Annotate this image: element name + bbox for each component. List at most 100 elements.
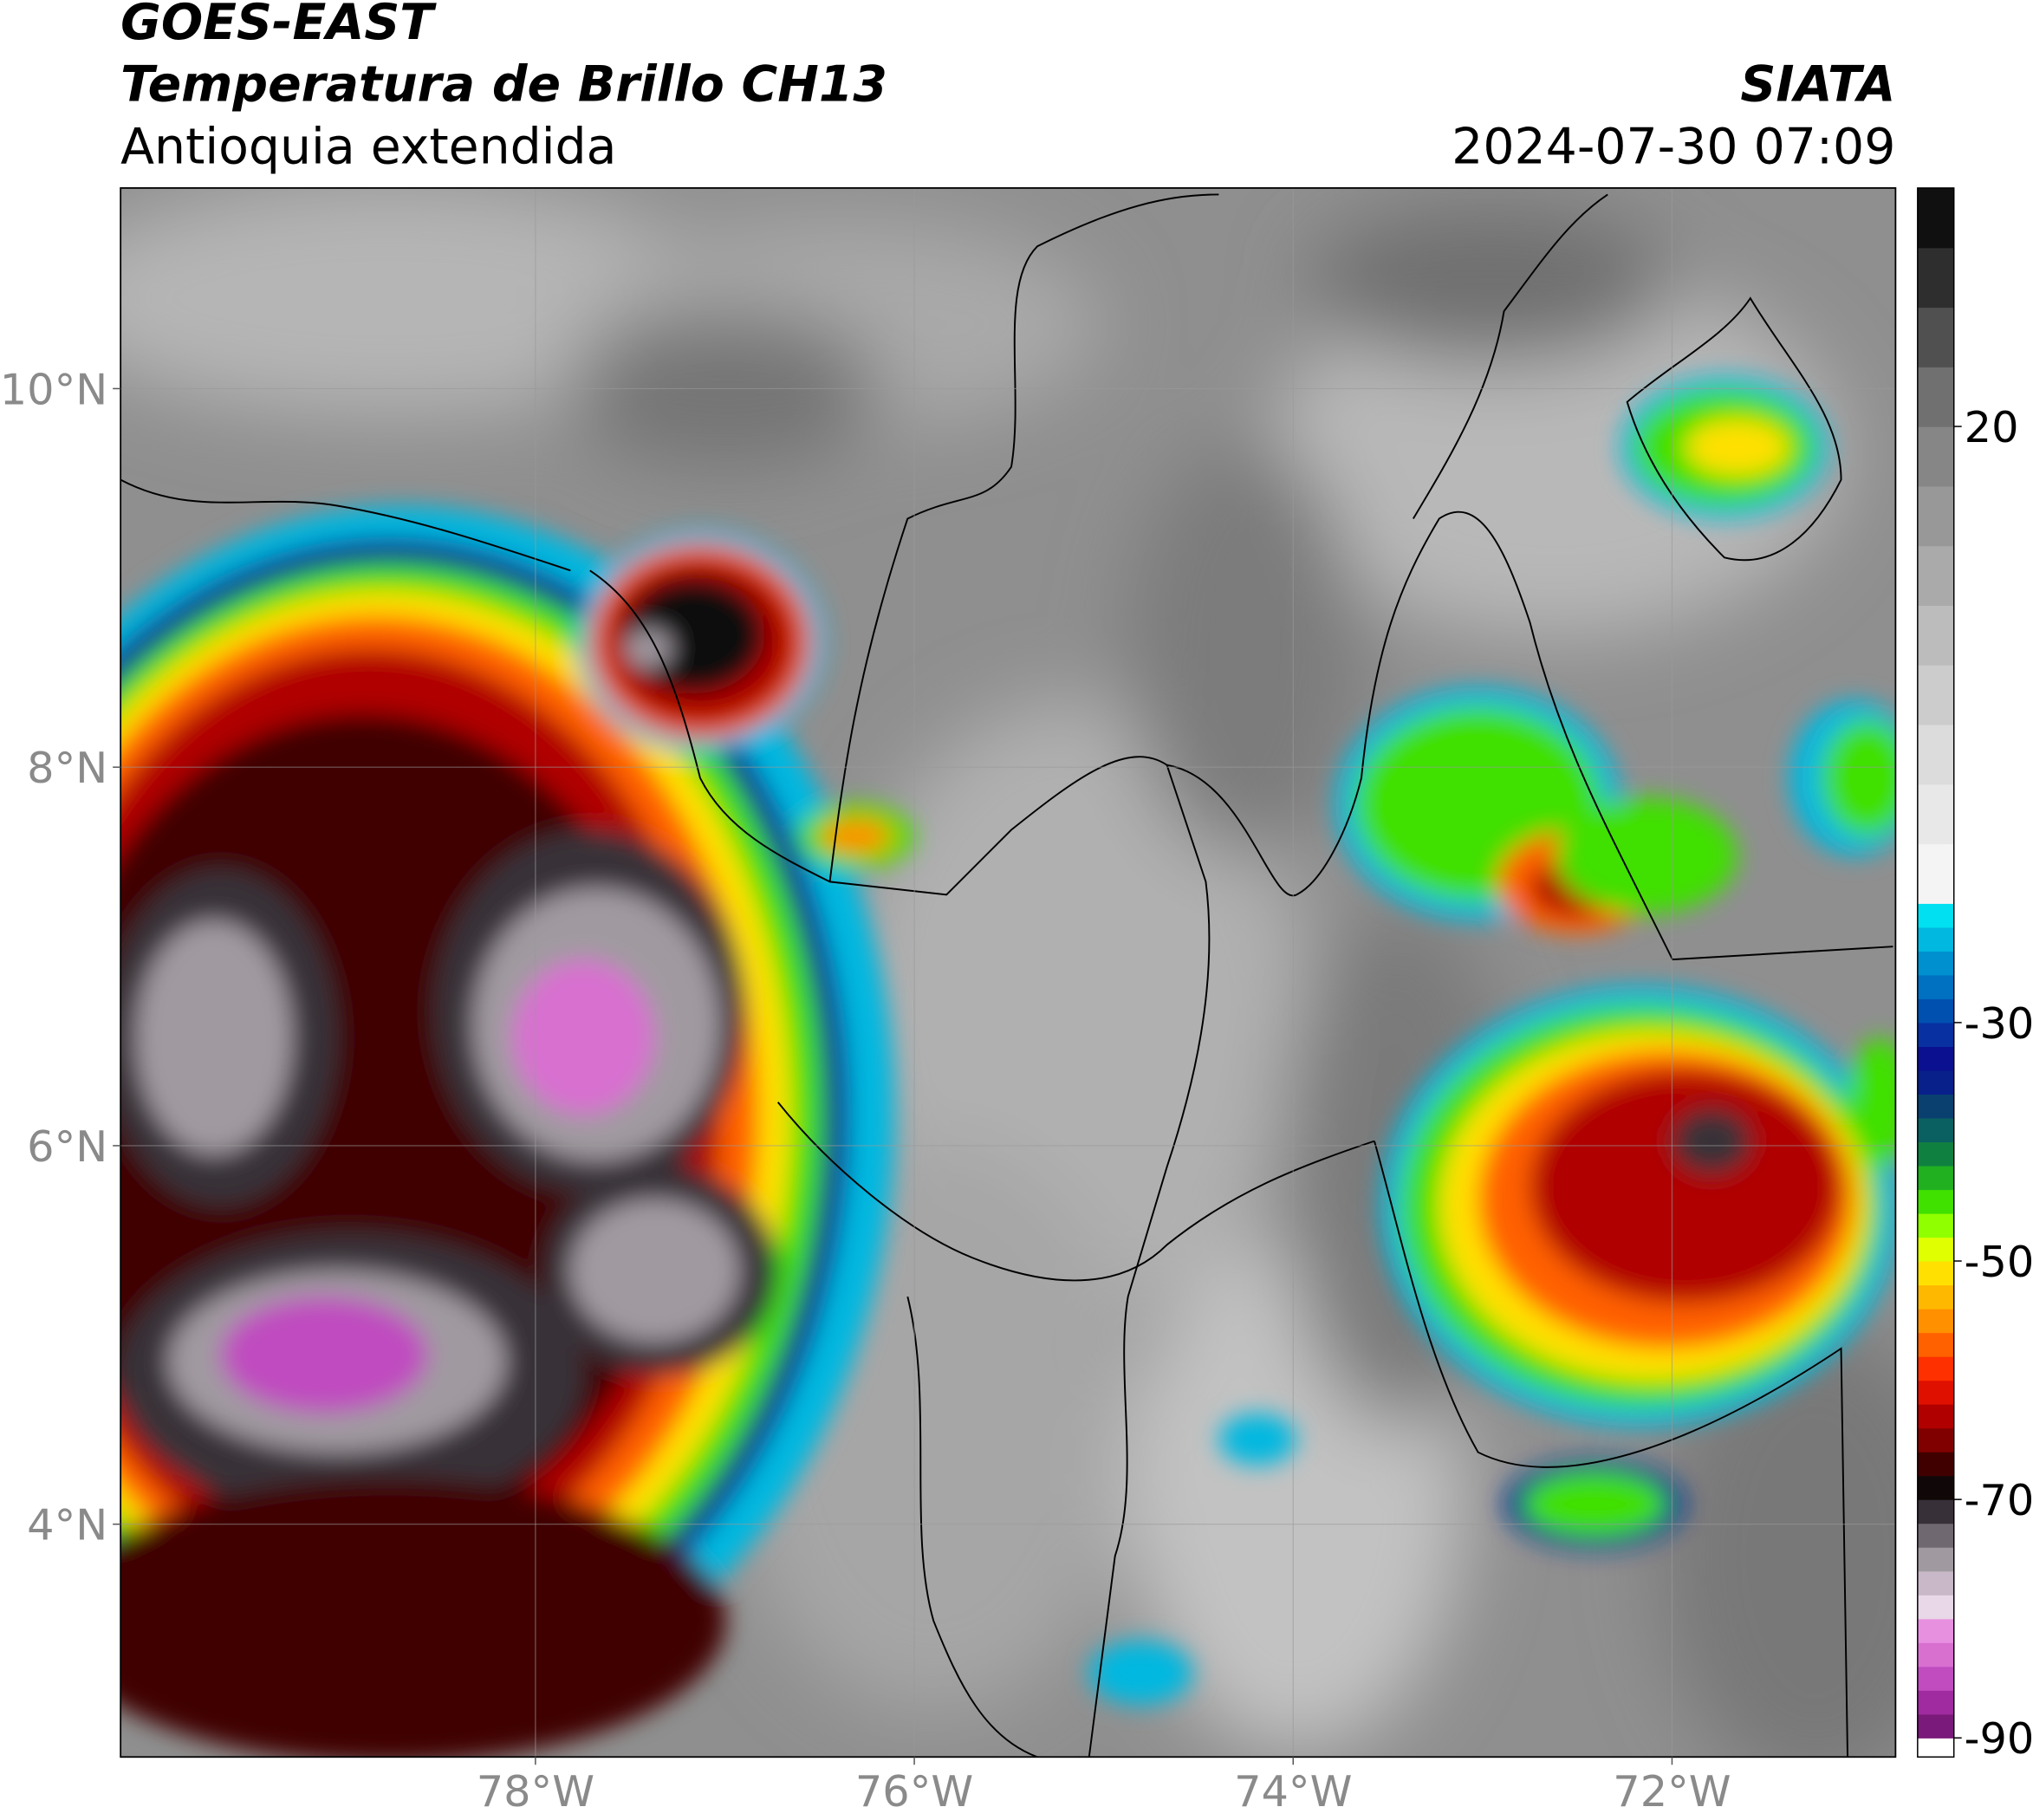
cloud (1309, 207, 1673, 363)
storm-cell (1218, 1413, 1297, 1466)
datetime: 2024-07-30 07:09 (1452, 119, 1895, 176)
colorbar-segment (1917, 998, 1954, 1024)
colorbar-segment (1917, 1069, 1954, 1095)
storm-cell (136, 920, 292, 1154)
border (1296, 510, 1893, 961)
borders (120, 193, 1893, 1758)
storm-cell (1556, 797, 1737, 914)
y-tick-label: 6°N (27, 1121, 107, 1172)
x-tick-label: 78°W (477, 1766, 594, 1817)
grid (120, 187, 1896, 1758)
storm-cell (511, 959, 655, 1115)
colorbar-segment (1917, 1690, 1954, 1715)
map-frame (120, 187, 1897, 1758)
colorbar-segment (1917, 1261, 1954, 1286)
colorbar-tick-label: -70 (1965, 1475, 2033, 1525)
border (906, 1296, 1038, 1758)
colorbar-segment (1917, 1404, 1954, 1429)
colorbar-segment (1917, 1356, 1954, 1381)
border (1412, 193, 1608, 519)
border (1166, 764, 1849, 1758)
colorbar-segment (1917, 1237, 1954, 1262)
colorbar-segment (1917, 307, 1954, 367)
border (828, 193, 1219, 882)
colorbar-segment (1917, 247, 1954, 309)
colorbar-segment (1917, 1332, 1954, 1357)
colorbar-segment (1917, 665, 1954, 725)
cloud (1660, 1323, 1896, 1758)
colorbar-tick-label: -50 (1965, 1237, 2033, 1287)
colorbar-segment (1917, 1595, 1954, 1620)
colorbar-segment (1917, 1499, 1954, 1524)
colorbar-segment (1917, 1666, 1954, 1691)
colorbar-segment (1917, 926, 1954, 952)
colorbar-segment (1917, 426, 1954, 487)
colorbar: 20 -30 -50 -70 -90 (1917, 187, 2033, 1764)
storm-cell (220, 1297, 428, 1414)
colorbar-segment (1917, 1022, 1954, 1048)
storm-cell (819, 818, 893, 855)
storm-cell (625, 628, 672, 668)
colorbar-segment (1917, 903, 1954, 928)
colorbar-segment (1917, 1642, 1954, 1667)
cloud (120, 187, 726, 415)
colorbar-segment (1917, 1309, 1954, 1334)
colorbar-segment (1917, 974, 1954, 999)
title: GOES-EAST (120, 0, 437, 51)
colorbar-segment (1917, 1284, 1954, 1310)
colorbar-segment (1917, 951, 1954, 976)
storm-cell (1848, 1037, 1896, 1167)
colorbar-segment (1917, 1618, 1954, 1643)
source: SIATA (1740, 56, 1895, 114)
y-tick-label: 4°N (27, 1500, 107, 1550)
colorbar-segment (1917, 1547, 1954, 1572)
colorbar-segment (1917, 605, 1954, 666)
y-tick-label: 10°N (0, 364, 107, 414)
axis-ticks: 78°W 76°W 74°W 72°W 10°N 8°N 6°N 4°N (0, 364, 1731, 1817)
cloud (1270, 272, 1841, 636)
colorbar-segment (1917, 843, 1954, 904)
colorbar-segment (1917, 1475, 1954, 1500)
colorbar-segment (1917, 1427, 1954, 1453)
border (120, 478, 571, 572)
colorbar-segment (1917, 1141, 1954, 1167)
cloud (1127, 440, 1361, 856)
colorbar-tick-label: 20 (1965, 402, 2019, 452)
colorbar-segment (1917, 1523, 1954, 1548)
x-tick-label: 72°W (1613, 1766, 1731, 1817)
storm-cell (1686, 419, 1789, 477)
colorbar-tick-label: -90 (1965, 1713, 2033, 1764)
x-tick-label: 76°W (855, 1766, 973, 1817)
colorbar-segment (1917, 1738, 1954, 1758)
storm-cell (1088, 1640, 1193, 1706)
colorbar-segment (1917, 545, 1954, 607)
storms (120, 375, 1896, 1758)
colorbar-segment (1917, 367, 1954, 427)
colorbar-segment (1917, 1452, 1954, 1477)
storm-cell (1530, 1069, 1841, 1303)
colorbar-segment (1917, 1380, 1954, 1405)
colorbar-segment (1917, 1189, 1954, 1214)
colorbar-segment (1917, 724, 1954, 785)
colorbar-segment (1917, 1117, 1954, 1143)
storm-cell (570, 1199, 739, 1342)
border (1626, 296, 1842, 562)
y-tick-label: 8°N (27, 743, 107, 793)
border (776, 1102, 1375, 1282)
colorbar-frame (1917, 187, 1955, 1758)
storm-cell (120, 1478, 726, 1758)
subtitle: Temperatura de Brillo CH13 (120, 56, 887, 114)
colorbar-segment (1917, 1165, 1954, 1191)
colorbar-segment (1917, 187, 1954, 249)
colorbar-segment (1917, 1046, 1954, 1071)
storm-cell (1822, 719, 1896, 836)
map (120, 187, 1896, 1758)
colorbar-segment (1917, 783, 1954, 845)
region: Antioquia extendida (120, 119, 616, 176)
colorbar-tick-label: -30 (1965, 998, 2033, 1049)
colorbar-segment (1917, 1212, 1954, 1238)
storm-cell (1523, 1472, 1666, 1537)
border (589, 569, 1211, 1758)
